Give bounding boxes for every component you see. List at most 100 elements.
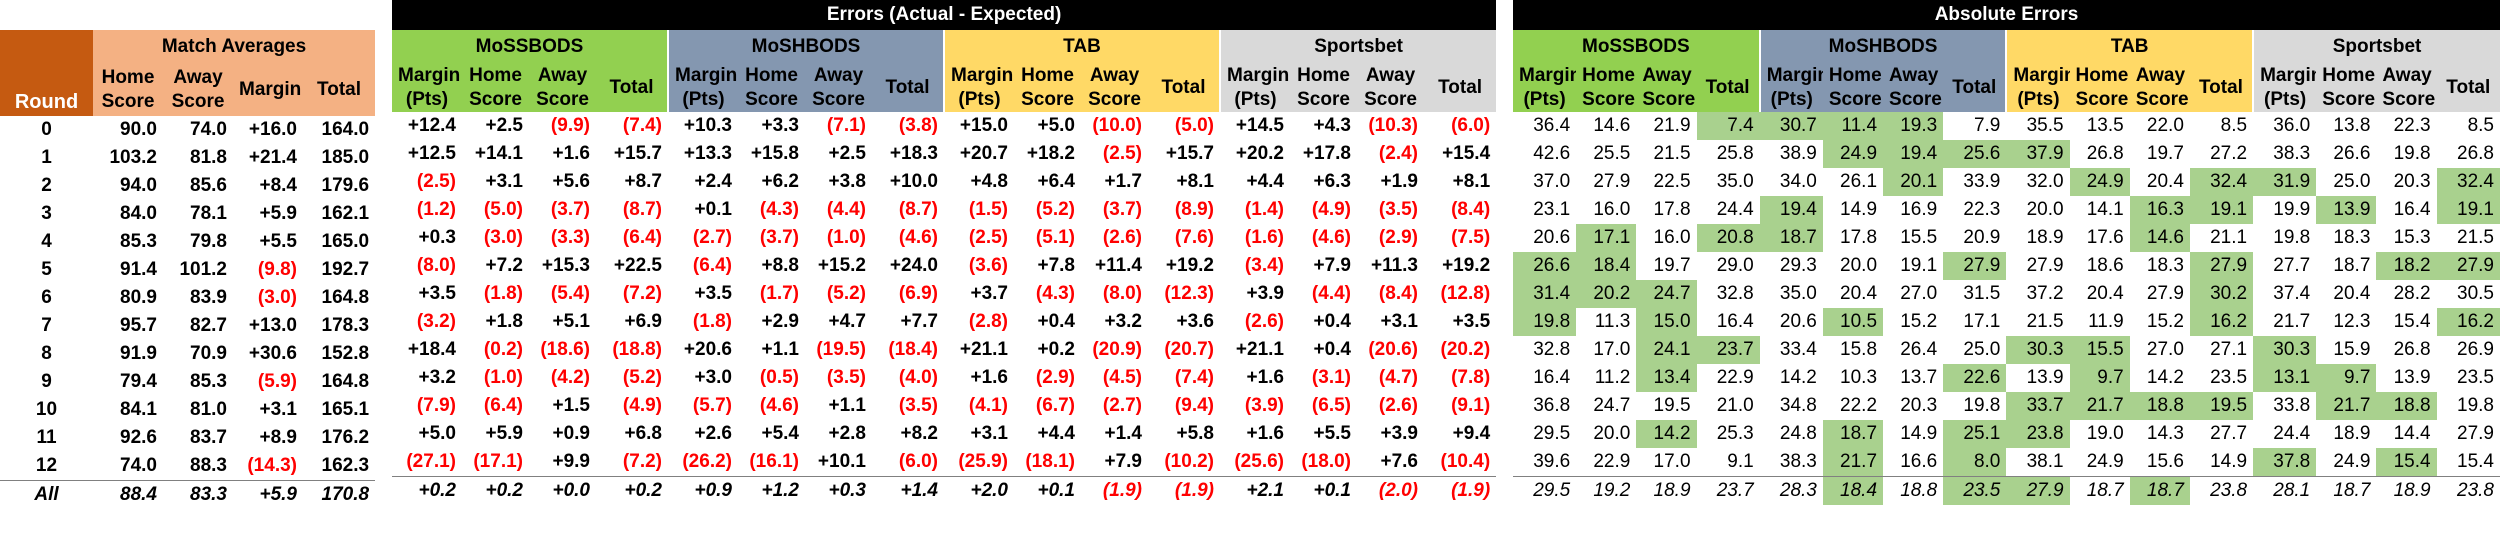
table-row: 23.1 16.0 17.8 24.4 19.4 14.9 16.9 22.3 20.0 14.1… bbox=[1513, 196, 2500, 224]
abs-error-value: 27.9 bbox=[2146, 283, 2184, 304]
error-value: +12.5 bbox=[407, 143, 456, 164]
error-value: (2.9) bbox=[1378, 227, 1418, 248]
abs-error-value: 31.9 bbox=[2253, 168, 2317, 196]
absolute-errors-title: Absolute Errors bbox=[1513, 0, 2500, 30]
abs-error-value: 14.6 bbox=[1593, 115, 1631, 136]
abs-error-value: 16.2 bbox=[2436, 308, 2500, 336]
match-value: 95.7 bbox=[120, 315, 157, 336]
error-value: +2.4 bbox=[694, 171, 732, 192]
abs-error-value: 26.6 bbox=[2333, 143, 2371, 164]
error-value: +0.2 bbox=[392, 476, 462, 505]
abs-error-value: 24.9 bbox=[2333, 451, 2371, 472]
error-value: +0.0 bbox=[529, 476, 596, 505]
abs-error-value: 24.9 bbox=[2086, 451, 2124, 472]
error-value: (2.6) bbox=[1102, 227, 1142, 248]
match-value: 179.6 bbox=[321, 175, 370, 196]
error-value: (5.4) bbox=[550, 283, 590, 304]
abs-error-value: 22.0 bbox=[2146, 115, 2184, 136]
abs-error-value: 18.7 bbox=[2333, 255, 2371, 276]
match-value: 176.2 bbox=[321, 427, 370, 448]
abs-error-value: 27.9 bbox=[2189, 252, 2254, 280]
error-value: (27.1) bbox=[406, 451, 456, 472]
table-row: 31.4 20.2 24.7 32.8 35.0 20.4 27.0 31.5 37.2 20.4… bbox=[1513, 280, 2500, 308]
error-value: (1.5) bbox=[968, 199, 1008, 220]
col-header-tab-3: Total bbox=[1148, 64, 1220, 112]
match-value: 164.8 bbox=[321, 371, 370, 392]
table-row: 7 95.7 82.7 +13.0 178.3 bbox=[0, 312, 375, 340]
table-row: All 88.4 83.3 +5.9 170.8 bbox=[0, 480, 376, 509]
abs-error-value: 27.9 bbox=[1593, 171, 1631, 192]
abs-error-value: 18.9 bbox=[1636, 476, 1697, 505]
abs-error-value: 20.0 bbox=[1593, 423, 1631, 444]
error-value: +0.1 bbox=[1014, 476, 1081, 505]
table-row: (7.9) (6.4) +1.5 (4.9) (5.7) (4.6) +1.1 (3.5) (4… bbox=[392, 392, 1496, 420]
error-value: (20.6) bbox=[1368, 339, 1418, 360]
error-value: +15.8 bbox=[750, 143, 799, 164]
abs-error-value: 10.3 bbox=[1840, 367, 1878, 388]
abs-error-value: 19.0 bbox=[2086, 423, 2124, 444]
col-header-tab-0: Margin (Pts) bbox=[943, 64, 1014, 112]
table-row: 37.0 27.9 22.5 35.0 34.0 26.1 20.1 33.9 32.0 24.9… bbox=[1513, 168, 2500, 196]
abs-error-value: 32.8 bbox=[1533, 339, 1571, 360]
table-row: 32.8 17.0 24.1 23.7 33.4 15.8 26.4 25.0 30.3 15.5… bbox=[1513, 336, 2500, 364]
match-value: 91.4 bbox=[120, 259, 157, 280]
abs-error-value: 37.0 bbox=[1533, 171, 1571, 192]
error-value: (6.0) bbox=[898, 451, 938, 472]
abs-error-value: 17.8 bbox=[1840, 227, 1878, 248]
error-value: (7.6) bbox=[1174, 227, 1214, 248]
abs-error-value: 16.0 bbox=[1653, 227, 1691, 248]
error-value: (8.4) bbox=[1451, 199, 1491, 220]
table-row: 42.6 25.5 21.5 25.8 38.9 24.9 19.4 25.6 37.9 26.8… bbox=[1513, 140, 2500, 168]
match-value: 185.0 bbox=[321, 147, 370, 168]
col-header-sportsbet-3: Total bbox=[2436, 64, 2500, 112]
table-row: +3.5 (1.8) (5.4) (7.2) +3.5 (1.7) (5.2) (6.9) +3… bbox=[392, 280, 1496, 308]
table-row: 29.5 20.0 14.2 25.3 24.8 18.7 14.9 25.1 23.8 19.0… bbox=[1513, 420, 2500, 448]
error-value: (3.1) bbox=[1311, 367, 1351, 388]
error-value: (1.0) bbox=[826, 227, 866, 248]
error-value: (4.4) bbox=[1311, 283, 1351, 304]
abs-error-value: 36.0 bbox=[2273, 115, 2311, 136]
error-value: (6.4) bbox=[692, 255, 732, 276]
abs-error-value: 10.5 bbox=[1822, 308, 1884, 336]
abs-error-value: 38.3 bbox=[1779, 451, 1817, 472]
error-value: +5.1 bbox=[552, 311, 590, 332]
abs-error-value: 25.8 bbox=[1716, 143, 1754, 164]
col-header-mossbods-1: Home Score bbox=[1576, 64, 1637, 112]
error-value: +1.5 bbox=[552, 395, 590, 416]
error-value: +6.9 bbox=[624, 311, 662, 332]
abs-error-value: 27.0 bbox=[1900, 283, 1938, 304]
error-value: +2.1 bbox=[1220, 476, 1290, 505]
abs-error-value: 35.5 bbox=[2026, 115, 2064, 136]
error-value: +2.6 bbox=[694, 423, 732, 444]
error-value: (2.7) bbox=[1102, 395, 1142, 416]
abs-error-value: 25.0 bbox=[2333, 171, 2371, 192]
error-value: (5.2) bbox=[622, 367, 662, 388]
error-value: +6.4 bbox=[1037, 171, 1075, 192]
abs-error-value: 26.6 bbox=[1513, 252, 1577, 280]
abs-error-value: 23.5 bbox=[1943, 476, 2007, 505]
col-header-sportsbet-2: Away Score bbox=[2376, 64, 2437, 112]
error-value: (18.8) bbox=[612, 339, 662, 360]
error-value: (3.5) bbox=[826, 367, 866, 388]
error-value: +18.2 bbox=[1026, 143, 1075, 164]
col-header-moshbods-2: Away Score bbox=[805, 64, 872, 112]
model-header-sportsbet: Sportsbet bbox=[1218, 30, 1497, 64]
abs-error-value: 24.9 bbox=[2069, 168, 2130, 196]
round-header: Round bbox=[0, 64, 93, 116]
error-value: (3.5) bbox=[898, 395, 938, 416]
error-value: +3.1 bbox=[485, 171, 523, 192]
abs-error-value: 15.6 bbox=[2146, 451, 2184, 472]
error-value: (1.7) bbox=[759, 283, 799, 304]
abs-error-value: 14.2 bbox=[1779, 367, 1817, 388]
error-value: +8.2 bbox=[900, 423, 938, 444]
col-header-sportsbet-0: Margin (Pts) bbox=[2252, 64, 2317, 112]
error-value: (10.0) bbox=[1092, 115, 1142, 136]
abs-error-value: 33.4 bbox=[1779, 339, 1817, 360]
table-row: 19.8 11.3 15.0 16.4 20.6 10.5 15.2 17.1 21.5 11.9… bbox=[1513, 308, 2500, 336]
error-value: (6.7) bbox=[1035, 395, 1075, 416]
error-value: (5.2) bbox=[826, 283, 866, 304]
abs-error-value: 20.4 bbox=[2333, 283, 2371, 304]
error-value: (4.3) bbox=[1035, 283, 1075, 304]
col-header-mossbods-2: Away Score bbox=[1636, 64, 1697, 112]
error-value: (4.9) bbox=[1311, 199, 1351, 220]
